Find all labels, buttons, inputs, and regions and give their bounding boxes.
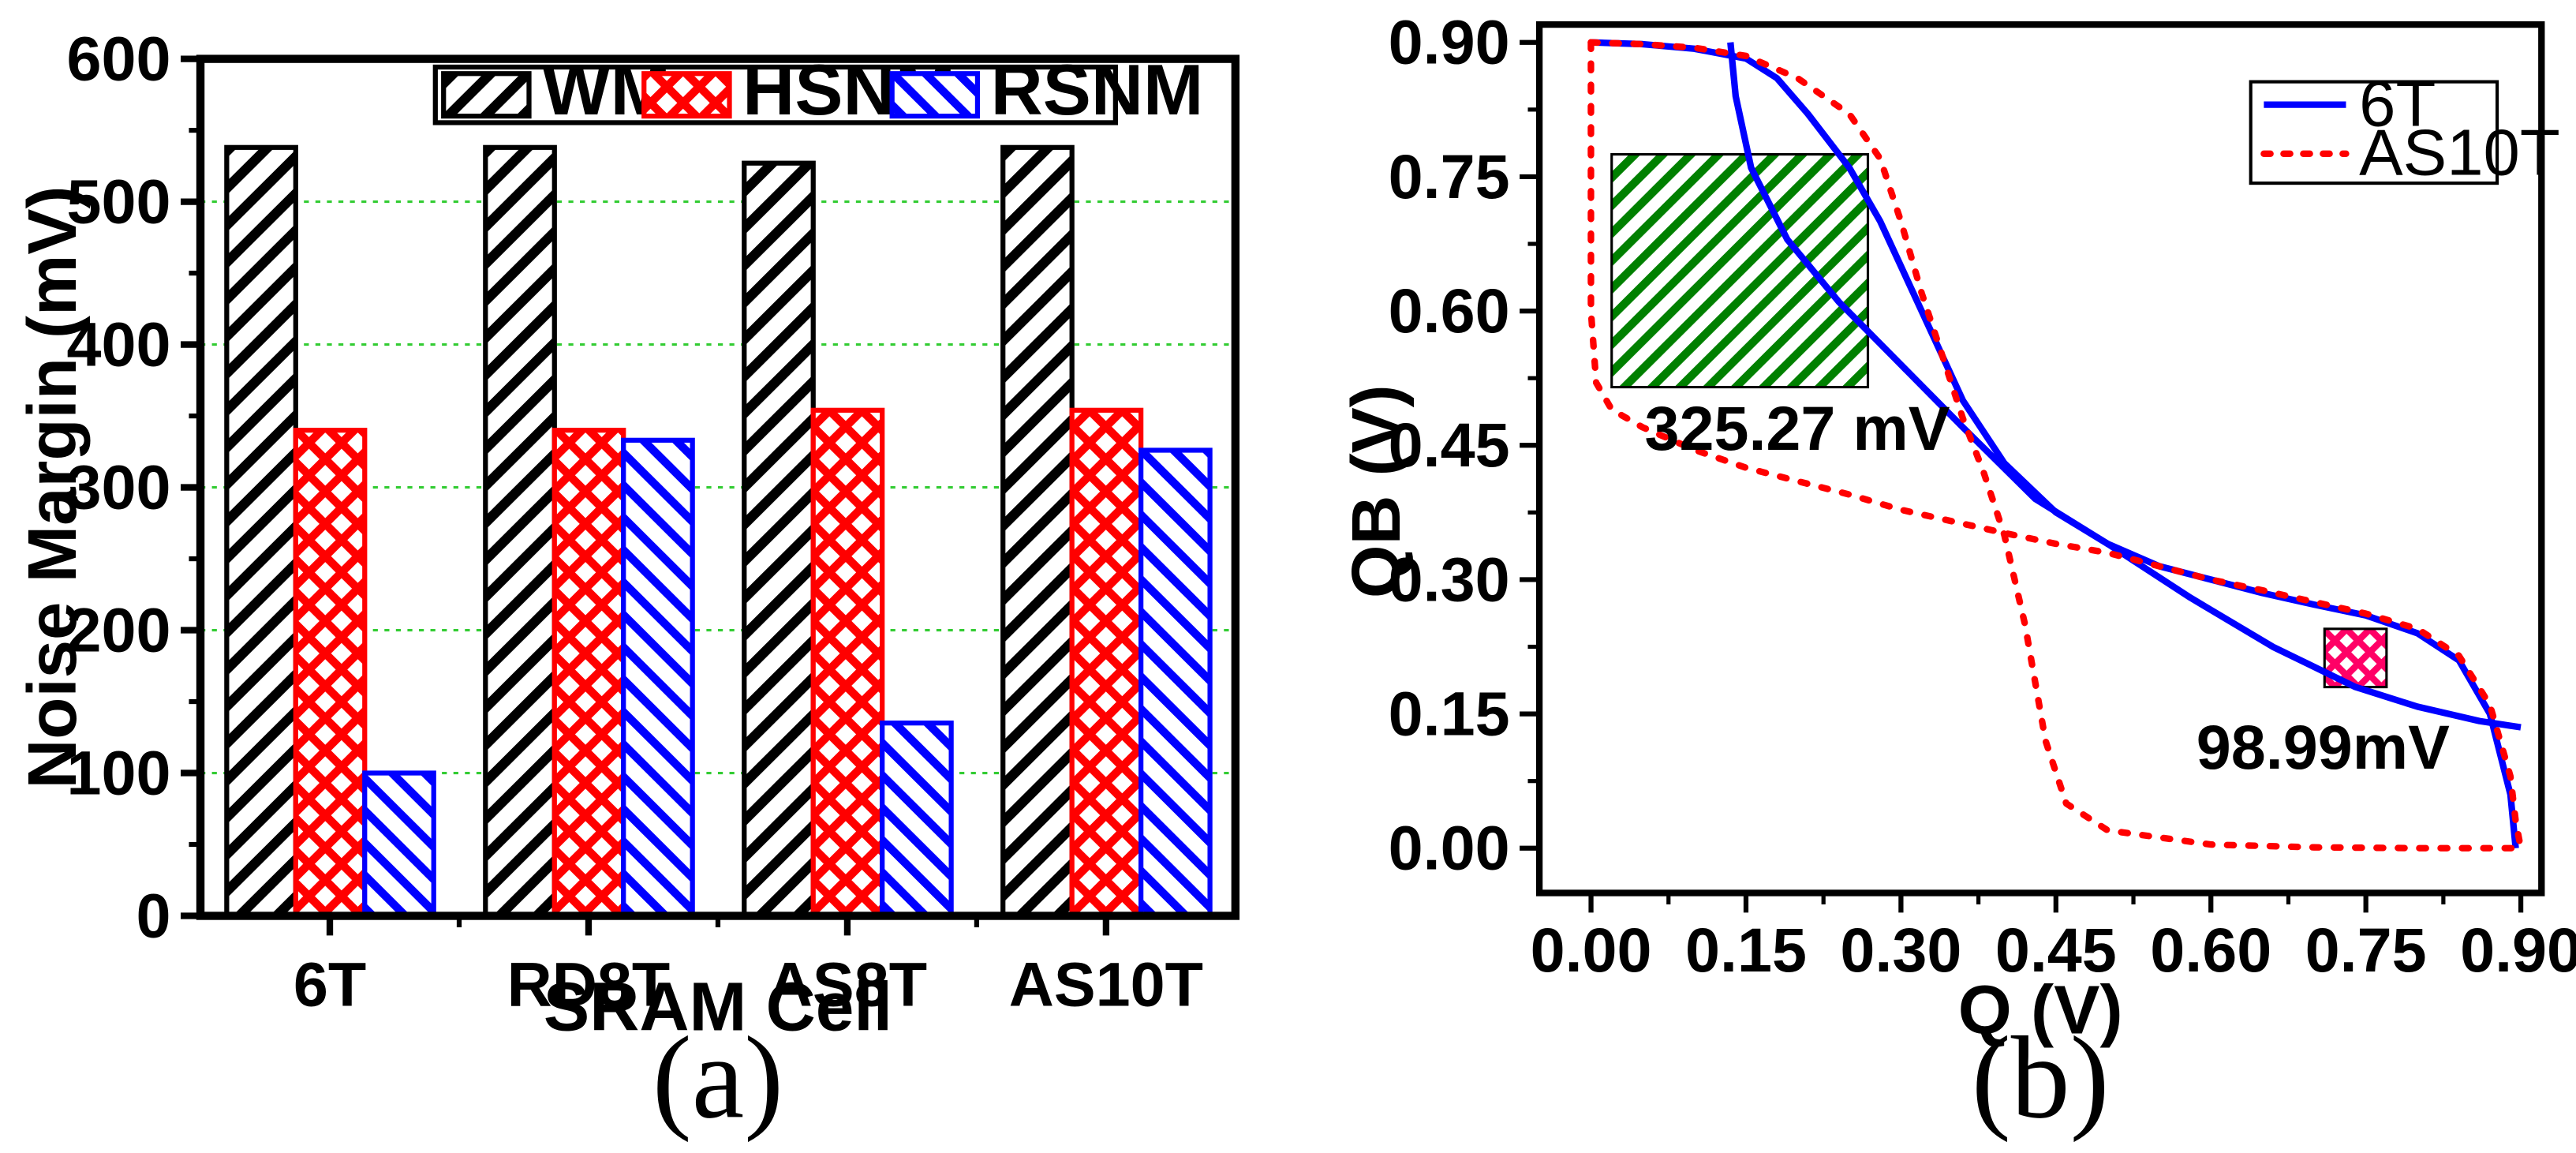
x-tick-label: 0.45 [1995,915,2117,985]
y-tick-label: 500 [67,167,171,237]
x-tick-label: RD8T [507,950,671,1020]
bar-chart-panel: 0 100 200 300 400 500 600 6T RD8T AS8T AS10T WM HS… [14,24,1240,1144]
bar-wm-6t [224,144,298,919]
bar-rsnm-as8t [880,721,954,919]
x-tick-label: 0.75 [2305,915,2427,985]
curve-series [1587,39,2525,852]
y-tick-label: 0.00 [1389,814,1510,883]
x-tick-label: 0.90 [2460,915,2576,985]
x-tick-label: AS8T [768,950,927,1020]
y-tick-label: 0.90 [1389,8,1510,77]
x-tick-label: 0.00 [1531,915,1652,985]
x-tick-label: 0.60 [2150,915,2271,985]
bar-hsnm-rd8t [551,428,626,919]
x-tick-label: 6T [293,950,366,1020]
snm-box [1610,153,1870,389]
bar-wm-rd8t [483,144,557,919]
y-tick-label: 0 [136,882,171,951]
y-tick-label: 0.45 [1389,410,1510,480]
curve-6t [1727,42,2522,731]
legend-swatch-hsnm [641,71,732,119]
y-axis-ticks: 0.00 0.15 0.30 0.45 0.60 0.75 0.90 [1389,8,1540,883]
bar-hsnm-as10t [1069,407,1144,919]
snm-labels: 325.27 mV 98.99mV [1644,394,2450,782]
y-tick-label: 400 [67,310,171,380]
y-tick-label: 0.60 [1389,276,1510,346]
snm-value-label: 98.99mV [2197,713,2450,782]
bar-hsnm-as8t [810,407,885,919]
scaled-content: 0 100 200 300 400 500 600 6T RD8T AS8T AS10T WM HS… [14,8,2576,1143]
legend-swatch-rsnm [889,71,981,119]
legend-box [432,64,1118,125]
y-tick-label: 100 [67,739,171,808]
x-axis-ticks: 6T RD8T AS8T AS10T [293,915,1203,1020]
legend-box [2249,80,2499,185]
x-tick-label: 0.30 [1840,915,1961,985]
bar-wm-as10t [1000,144,1075,919]
x-tick-label: 0.15 [1685,915,1807,985]
y-tick-label: 600 [67,24,171,94]
legend-swatch-wm [441,71,532,119]
x-axis-title: SRAM Cell [544,969,892,1046]
plot-frame [1535,21,2545,897]
y-tick-label: 0.75 [1389,142,1510,212]
panel-label: (b) [1972,1013,2110,1144]
snm-boxes [1610,153,2388,689]
x-axis-title: Q (V) [1958,972,2123,1049]
legend-label-as10t: AS10T [2359,116,2560,189]
x-axis-ticks: 0.00 0.15 0.30 0.45 0.60 0.75 0.90 [1531,893,2576,985]
butterfly-curve-panel: 0.00 0.15 0.30 0.45 0.60 0.75 0.90 0.00 0.15 0.3… [1338,8,2576,1143]
bar-rsnm-6t [362,770,436,919]
y-axis-title: Noise Margin (mV) [14,186,91,789]
y-tick-label: 0.30 [1389,545,1510,615]
bar-wm-as8t [742,160,816,919]
y-axis-title: QB (V) [1338,384,1415,598]
bar-rsnm-as10t [1138,447,1213,919]
legend-label-rsnm: RSNM [991,50,1204,130]
legend: WM HSNM RSNM [432,50,1204,130]
bar-rsnm-rd8t [621,437,695,919]
y-tick-label: 300 [67,453,171,522]
curve-as10t [1587,39,2525,852]
y-axis-ticks: 0 100 200 300 400 500 600 [67,24,201,951]
legend-label-6t: 6T [2359,67,2436,140]
y-tick-label: 200 [67,596,171,665]
snm-value-label: 325.27 mV [1644,394,1950,463]
curve-as10t [1587,39,2525,852]
y-tick-label: 0.15 [1389,679,1510,749]
x-tick-label: AS10T [1009,950,1203,1020]
panel-label: (a) [652,1013,783,1144]
bar-series [224,144,1213,919]
bar-hsnm-6t [293,428,368,919]
